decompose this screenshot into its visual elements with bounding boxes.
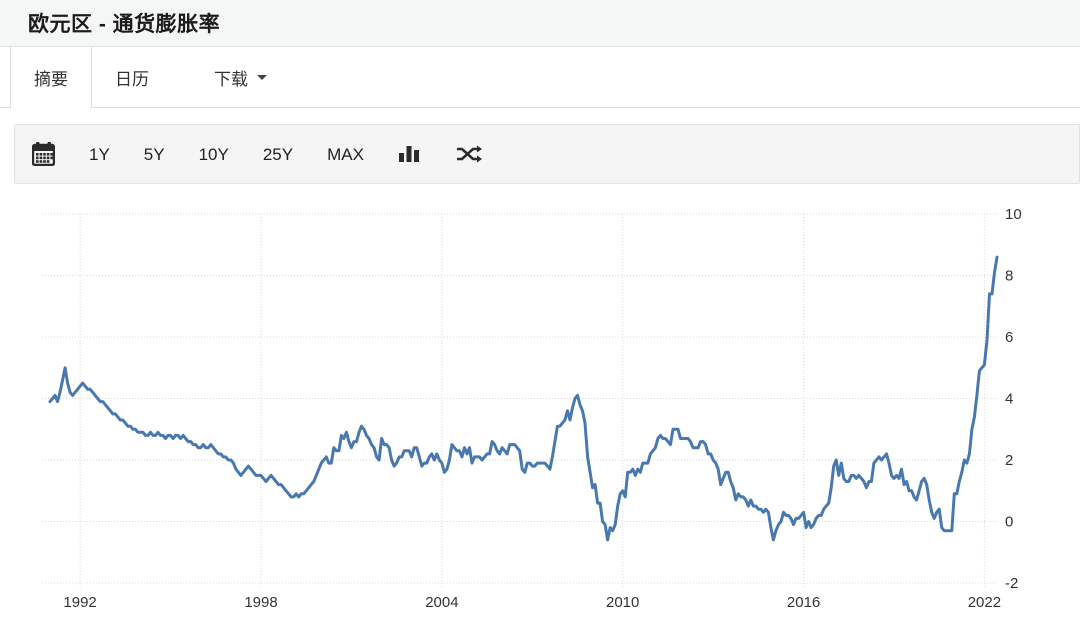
x-axis-label: 2022 [968,594,1001,611]
tab-summary-label: 摘要 [34,70,68,89]
y-axis-label: -2 [1005,575,1018,592]
y-axis-label: 2 [1005,452,1013,469]
y-axis-label: 6 [1005,329,1013,346]
y-axis-label: 0 [1005,514,1013,531]
range-1y-button[interactable]: 1Y [89,144,110,164]
chevron-down-icon [257,74,267,80]
inflation-line-series [48,255,999,542]
tab-summary[interactable]: 摘要 [10,47,92,108]
range-25y-button[interactable]: 25Y [262,144,294,164]
range-5y-button[interactable]: 5Y [143,144,165,164]
chart-toolbar: 1Y 5Y 10Y 25Y MAX [14,124,1080,184]
y-axis-label: 4 [1005,391,1013,408]
x-axis-label: 2004 [425,594,458,611]
x-axis-label: 1992 [63,594,96,611]
tab-bar: 摘要 日历 下载 [0,47,1080,108]
shuffle-icon[interactable] [455,144,483,164]
y-axis-label: 8 [1005,268,1013,285]
download-button-label: 下载 [214,69,248,89]
download-button[interactable]: 下载 [214,47,267,107]
x-axis-label: 2016 [787,594,820,611]
x-axis-label: 1998 [244,594,277,611]
y-axis-label: 10 [1005,206,1022,223]
tab-calendar-label: 日历 [115,69,149,89]
range-max-button[interactable]: MAX [327,144,364,164]
page-header: 欧元区 - 通货膨胀率 [0,0,1080,47]
bar-chart-icon[interactable] [398,144,421,164]
range-10y-button[interactable]: 10Y [198,144,229,164]
tab-calendar[interactable]: 日历 [92,47,172,107]
inflation-chart[interactable]: 10 8 6 4 2 0 -2 1992 1998 2004 2010 2016 2022 [0,195,1080,634]
calendar-icon[interactable] [32,142,55,166]
chart-plot-area[interactable]: 10 8 6 4 2 0 -2 1992 1998 2004 2010 2016 2022 [0,195,1080,634]
page-title: 欧元区 - 通货膨胀率 [28,13,221,36]
x-axis-label: 2010 [606,594,639,611]
